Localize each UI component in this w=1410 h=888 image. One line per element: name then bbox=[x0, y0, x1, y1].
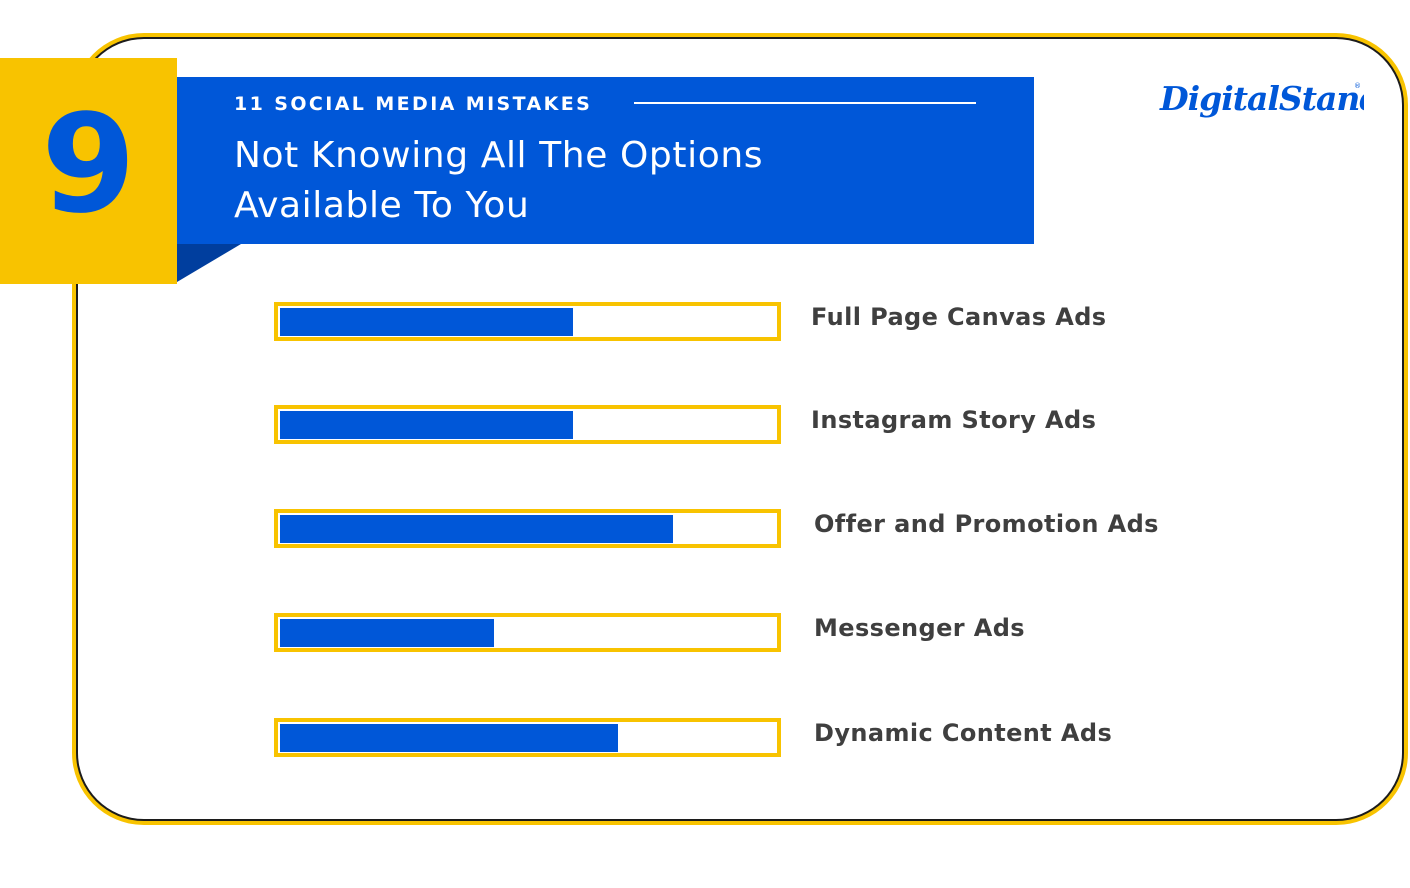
bar-label: Messenger Ads bbox=[814, 614, 1025, 642]
logo-wordmark: DigitalStand bbox=[1159, 79, 1364, 118]
series-kicker: 11 SOCIAL MEDIA MISTAKES bbox=[234, 93, 593, 115]
digitalstand-logo: DigitalStand ® bbox=[1159, 79, 1364, 118]
bar-label: Full Page Canvas Ads bbox=[811, 303, 1106, 331]
bar bbox=[280, 619, 494, 647]
bar bbox=[280, 411, 573, 439]
bar bbox=[280, 724, 618, 752]
banner-fold bbox=[177, 244, 241, 282]
page-title: Not Knowing All The Options Available To… bbox=[234, 131, 1014, 231]
bar-label: Instagram Story Ads bbox=[811, 406, 1096, 434]
bar-label: Dynamic Content Ads bbox=[814, 719, 1112, 747]
logo-registered-mark: ® bbox=[1354, 82, 1361, 90]
number-badge: 9 bbox=[0, 58, 177, 284]
kicker-rule bbox=[634, 102, 976, 104]
bar-label: Offer and Promotion Ads bbox=[814, 510, 1159, 538]
page-title-line-2: Available To You bbox=[234, 185, 530, 226]
bar bbox=[280, 515, 673, 543]
bar bbox=[280, 308, 573, 336]
page-title-line-1: Not Knowing All The Options bbox=[234, 135, 764, 176]
number-badge-text: 9 bbox=[41, 86, 136, 244]
header-banner: 11 SOCIAL MEDIA MISTAKES Not Knowing All… bbox=[177, 77, 1034, 244]
